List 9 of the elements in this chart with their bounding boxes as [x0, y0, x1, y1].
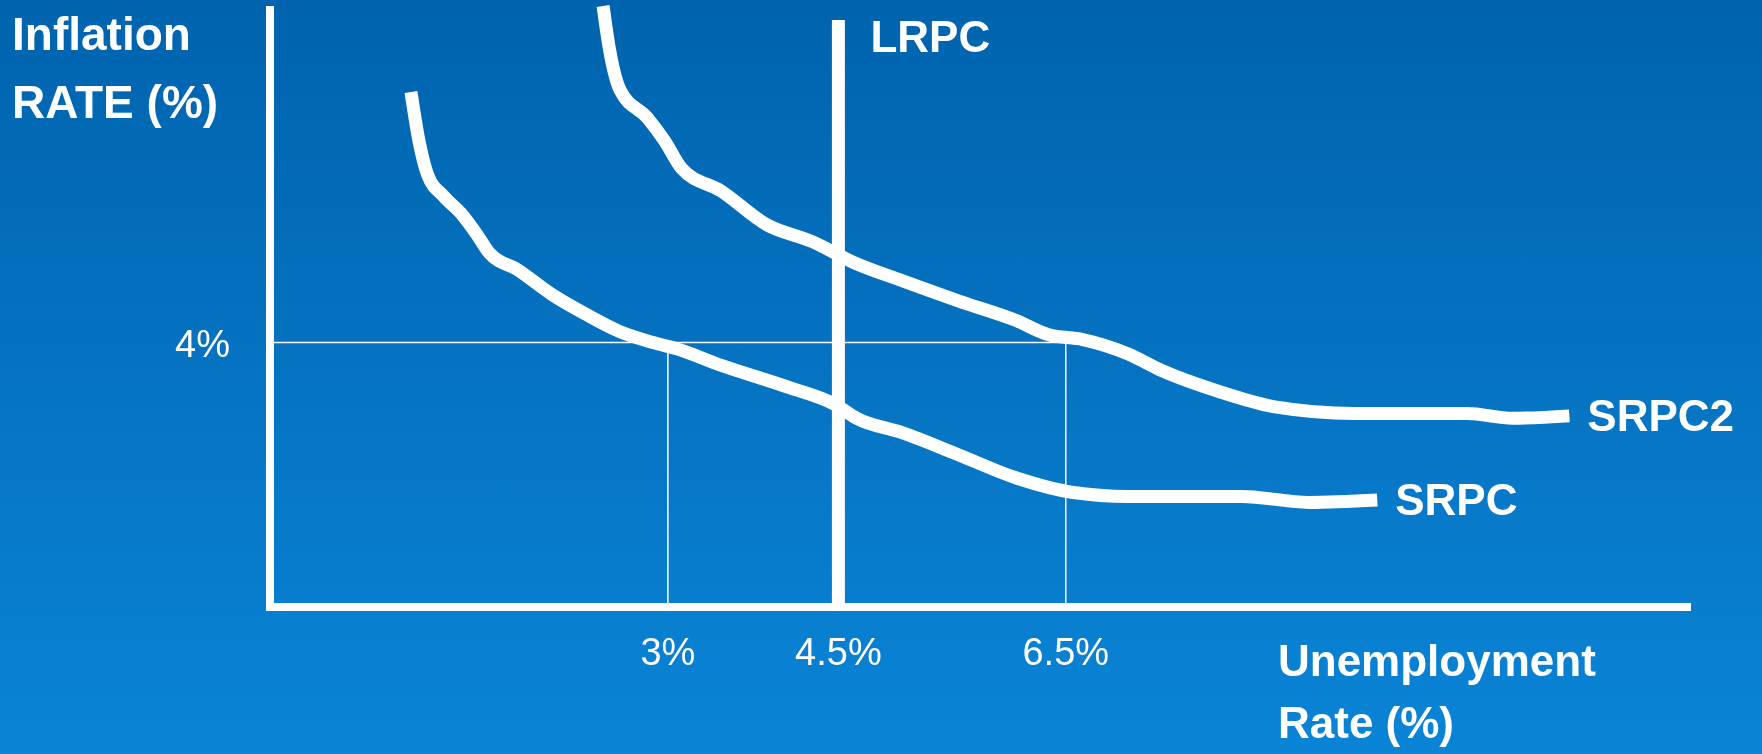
series-label: SRPC2	[1587, 390, 1735, 440]
x-tick-label: 6.5%	[1022, 631, 1110, 673]
text: 4%	[175, 322, 230, 365]
x-axis-title: Unemployment Rate (%)	[1278, 636, 1597, 747]
y-axis-title: Inflation RATE (%)	[12, 8, 219, 128]
ref-line-label: LRPC	[870, 12, 991, 61]
x-tick-label: 3%	[640, 631, 696, 673]
series-label: SRPC	[1395, 475, 1518, 525]
x-tick-label: 4.5%	[795, 631, 882, 673]
